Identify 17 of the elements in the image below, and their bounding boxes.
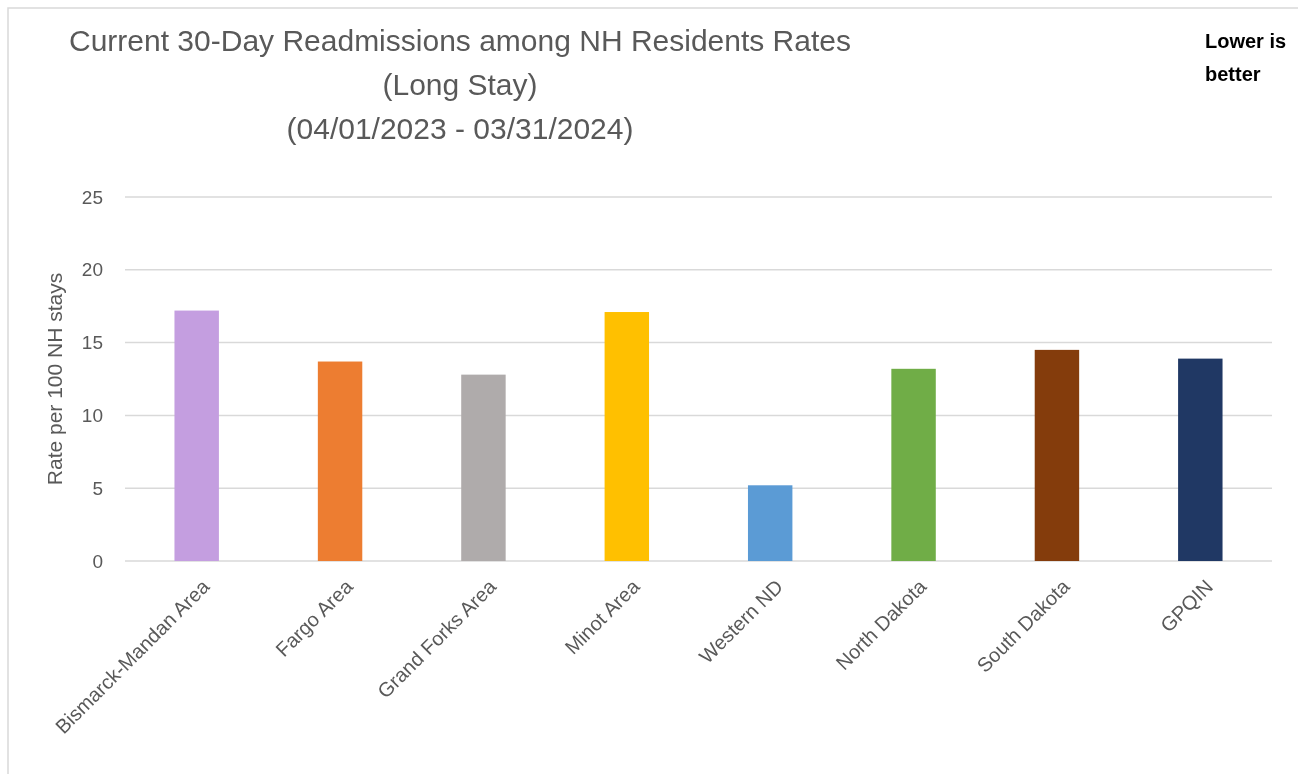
y-tick-label: 20 xyxy=(81,259,103,281)
y-axis-title: Rate per 100 NH stays xyxy=(43,272,67,486)
y-tick-label: 15 xyxy=(81,332,103,354)
bar xyxy=(891,368,936,561)
bar xyxy=(461,374,506,561)
y-tick-label: 10 xyxy=(81,405,103,427)
bar xyxy=(1178,358,1223,561)
bar xyxy=(174,310,219,561)
y-tick-label: 0 xyxy=(92,550,103,572)
y-tick-label: 25 xyxy=(81,186,103,208)
bar xyxy=(1034,349,1080,561)
bar xyxy=(747,485,793,561)
bar xyxy=(317,361,363,561)
y-tick-label: 5 xyxy=(92,477,103,499)
chart-title: Current 30-Day Readmissions among NH Residents Rates (Long Stay) (04/01/2023 - 03/31/2024) xyxy=(69,24,851,145)
bar xyxy=(604,312,650,561)
text: Lower is better xyxy=(1205,30,1287,85)
